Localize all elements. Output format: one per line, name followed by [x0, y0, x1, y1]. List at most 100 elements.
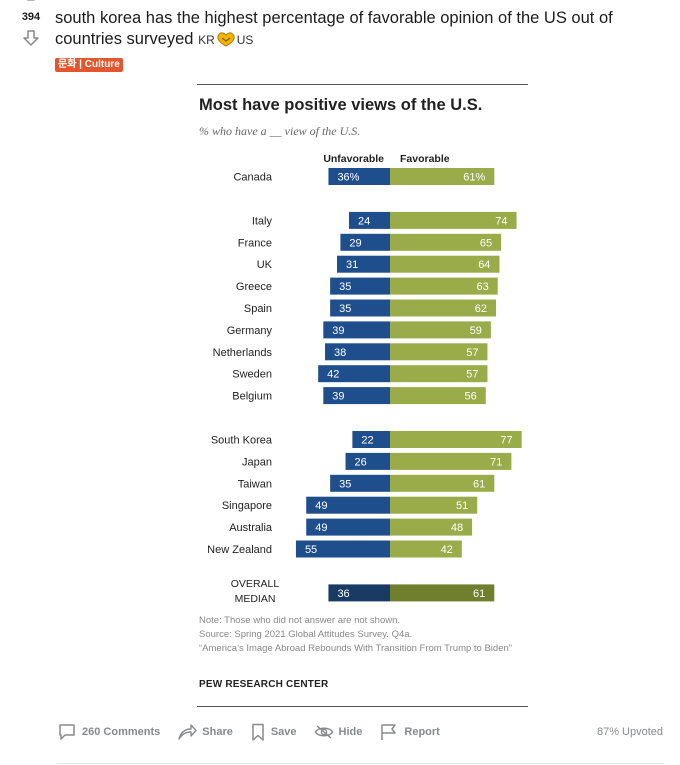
favorable-bar-sweden	[390, 365, 488, 383]
category-label-netherlands: Netherlands	[213, 347, 273, 359]
favorable-bar-france	[390, 233, 502, 251]
category-label-new-zealand: New Zealand	[207, 544, 272, 556]
unfavorable-bar-germany	[323, 321, 390, 339]
unfavorable-bar-overall-median	[328, 584, 390, 602]
unfavorable-value-taiwan: 35	[339, 478, 351, 490]
favorable-value-sweden: 57	[466, 369, 478, 381]
unfavorable-value-new-zealand: 55	[305, 544, 317, 556]
chart-source-line: Source: Spring 2021 Global Attitudes Sur…	[199, 629, 413, 640]
unfavorable-value-south-korea: 22	[361, 435, 373, 447]
post-title[interactable]: south korea has the highest percentage o…	[55, 8, 670, 51]
unfavorable-value-japan: 26	[355, 456, 367, 468]
unfavorable-value-germany: 39	[332, 325, 344, 337]
category-label-median: MEDIAN	[235, 593, 276, 605]
unfavorable-bar-sweden	[318, 365, 390, 383]
favorable-value-new-zealand: 42	[441, 544, 453, 556]
comments-button[interactable]: 260 Comments	[57, 723, 160, 741]
unfavorable-bar-taiwan	[330, 474, 390, 492]
chart-notes: Note: Those who did not answer are not s…	[199, 614, 529, 656]
share-icon	[178, 724, 197, 740]
unfavorable-bar-greece	[330, 277, 390, 295]
upvote-icon[interactable]	[25, 0, 37, 2]
favorable-value-japan: 71	[490, 456, 502, 468]
post-title-text: south korea has the highest percentage o…	[55, 9, 613, 48]
favorable-value-belgium: 56	[465, 391, 477, 403]
chart-subtitle: % who have a __ view of the U.S.	[199, 124, 361, 138]
title-kr-text: KR	[198, 33, 215, 47]
share-button[interactable]: Share	[177, 723, 233, 741]
favorable-bar-spain	[390, 299, 497, 317]
category-label-germany: Germany	[227, 325, 273, 337]
hide-button[interactable]: Hide	[314, 723, 363, 741]
favorable-bar-uk	[390, 255, 500, 273]
category-label-belgium: Belgium	[232, 391, 272, 403]
favorable-bar-south-korea	[390, 431, 522, 448]
favorable-value-france: 65	[480, 237, 492, 249]
chart-bottom-rule	[197, 706, 528, 707]
chart-note-line: Note: Those who did not answer are not s…	[199, 615, 401, 626]
title-us-text: US	[236, 33, 254, 47]
hide-icon	[314, 725, 333, 739]
unfavorable-bar-italy	[348, 211, 390, 229]
report-icon	[381, 724, 397, 740]
category-label-sweden: Sweden	[232, 369, 272, 381]
category-label-italy: Italy	[252, 215, 273, 227]
favorable-bar-australia	[390, 518, 473, 536]
unfavorable-value-greece: 35	[339, 281, 351, 293]
favorable-bar-italy	[390, 211, 517, 229]
category-label-japan: Japan	[242, 456, 272, 468]
unfavorable-bar-singapore	[306, 496, 390, 514]
share-label: Share	[202, 726, 233, 738]
unfavorable-value-netherlands: 38	[334, 347, 346, 359]
comments-label: 260 Comments	[82, 726, 161, 738]
downvote-icon[interactable]	[21, 28, 41, 48]
category-label-france: France	[238, 237, 272, 249]
chart-title: Most have positive views of the U.S.	[199, 96, 483, 114]
favorable-bar-japan	[390, 452, 512, 470]
unfavorable-bar-australia	[306, 518, 390, 536]
unfavorable-value-australia: 49	[315, 522, 327, 534]
favorable-bar-singapore	[390, 496, 478, 514]
unfavorable-bar-japan	[345, 452, 390, 470]
favorable-value-germany: 59	[470, 325, 482, 337]
favorable-value-netherlands: 57	[466, 347, 478, 359]
favorable-bar-overall-median	[390, 584, 495, 602]
favorable-value-canada: 61%	[463, 172, 485, 184]
chart-top-rule	[197, 84, 528, 85]
favorable-value-taiwan: 61	[473, 478, 485, 490]
category-label-canada: Canada	[233, 172, 272, 184]
favorable-bar-new-zealand	[390, 540, 462, 558]
unfavorable-value-overall-median: 36	[337, 588, 349, 600]
favorable-value-overall-median: 61	[473, 588, 485, 600]
favorable-bar-greece	[390, 277, 498, 295]
report-button[interactable]: Report	[379, 723, 440, 741]
save-label: Save	[270, 726, 297, 738]
category-label-greece: Greece	[236, 281, 272, 293]
unfavorable-value-spain: 35	[339, 303, 351, 315]
favorable-value-australia: 48	[451, 522, 463, 534]
unfavorable-bar-spain	[330, 299, 390, 317]
category-label-taiwan: Taiwan	[238, 478, 272, 490]
save-icon	[252, 723, 264, 741]
vote-score: 394	[21, 11, 41, 23]
unfavorable-value-sweden: 42	[327, 369, 339, 381]
category-label-uk: UK	[257, 259, 273, 271]
category-label-south-korea: South Korea	[211, 435, 273, 447]
hide-label: Hide	[338, 726, 363, 738]
category-label-australia: Australia	[229, 522, 273, 534]
save-button[interactable]: Save	[250, 723, 297, 741]
favorable-bar-netherlands	[390, 343, 488, 361]
handshake-emoji-icon	[217, 32, 235, 47]
unfavorable-value-singapore: 49	[315, 500, 327, 512]
unfavorable-value-belgium: 39	[332, 391, 344, 403]
chart-image: Most have positive views of the U.S. % w…	[197, 84, 529, 708]
upvote-ratio: 87% Upvoted	[596, 726, 663, 738]
post-flair[interactable]: 문화 | Culture	[55, 58, 123, 72]
favorable-value-italy: 74	[495, 215, 507, 227]
favorable-value-singapore: 51	[456, 500, 468, 512]
category-label-spain: Spain	[244, 303, 272, 315]
unfavorable-value-canada: 36%	[337, 172, 359, 184]
legend-unfavorable: Unfavorable	[323, 153, 384, 165]
unfavorable-bar-canada	[328, 168, 390, 185]
